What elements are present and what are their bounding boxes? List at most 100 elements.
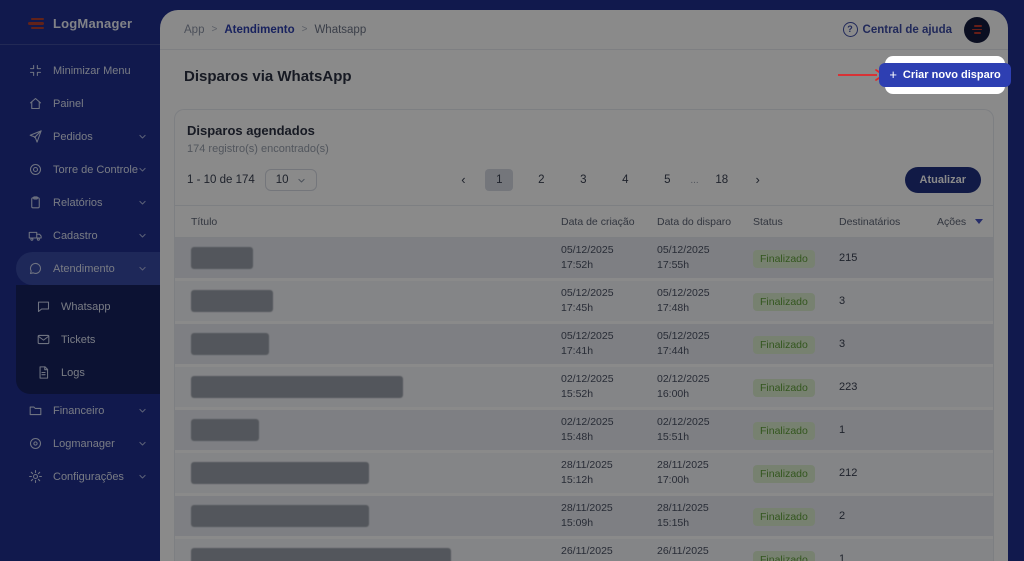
table-row[interactable]: 26/11/202520:16h26/11/202520:16hFinaliza… — [175, 539, 993, 561]
logo-text: LogManager — [53, 16, 133, 31]
dispatch-date: 02/12/2025 15:51h — [657, 416, 710, 443]
sidebar-item-tickets[interactable]: Tickets — [16, 323, 160, 356]
home-icon — [28, 96, 44, 112]
sidebar-item-painel[interactable]: Painel — [0, 87, 160, 120]
page-number-1[interactable]: 1 — [485, 169, 514, 191]
sidebar-item-torre-de-controle[interactable]: Torre de Controle — [0, 153, 160, 186]
logmanager-logo-icon — [28, 17, 44, 30]
dispatch-date: 28/11/2025 15:15h — [657, 502, 709, 529]
page-number-18[interactable]: 18 — [715, 174, 729, 186]
sidebar-item-logs[interactable]: Logs — [16, 356, 160, 389]
sidebar-item-label: Logmanager — [53, 437, 115, 450]
sidebar-item-configuracoes[interactable]: Configurações — [0, 460, 160, 493]
chevron-down-icon — [138, 439, 147, 448]
breadcrumb-separator: > — [211, 24, 218, 35]
status-badge: Finalizado — [753, 421, 815, 440]
page-title: Disparos via WhatsApp — [184, 67, 352, 85]
page-header: Disparos via WhatsApp — [160, 50, 1008, 102]
sidebar-item-financeiro[interactable]: Financeiro — [0, 394, 160, 427]
sidebar-item-relatorios[interactable]: Relatórios — [0, 186, 160, 219]
redacted-title — [191, 376, 403, 398]
table-header: Título Data de criação Data do disparo S… — [175, 205, 993, 238]
create-dispatch-button[interactable]: + Criar novo disparo — [879, 63, 1011, 87]
column-data-disparo: Data do disparo — [657, 215, 732, 228]
dispatch-date: 05/12/2025 17:44h — [657, 330, 710, 357]
recipients-count: 3 — [839, 295, 846, 307]
disc-icon — [28, 436, 44, 452]
dispatch-table: Título Data de criação Data do disparo S… — [175, 205, 993, 561]
creation-date: 02/12/2025 15:52h — [561, 373, 614, 400]
redacted-title — [191, 247, 253, 269]
redacted-title — [191, 333, 269, 355]
filter-icon[interactable] — [975, 219, 983, 224]
help-center-label: Central de ajuda — [862, 23, 952, 36]
breadcrumb-current: Whatsapp — [314, 23, 367, 36]
question-circle-icon: ? — [842, 22, 858, 37]
status-badge: Finalizado — [753, 249, 815, 268]
user-avatar[interactable] — [964, 16, 990, 43]
status-badge: Finalizado — [753, 464, 815, 483]
page-number-2[interactable]: 2 — [538, 174, 545, 186]
breadcrumb-atendimento[interactable]: Atendimento — [224, 23, 295, 36]
refresh-button[interactable]: Atualizar — [904, 167, 981, 193]
creation-date: 28/11/2025 15:12h — [561, 459, 613, 486]
page-ellipsis: ... — [690, 174, 699, 186]
panel-head: Disparos agendados 174 registro(s) encon… — [175, 110, 993, 155]
create-dispatch-label: Criar novo disparo — [902, 69, 1001, 81]
page-number-3[interactable]: 3 — [580, 174, 587, 186]
recipients-count: 2 — [839, 510, 846, 522]
sidebar-item-cadastro[interactable]: Cadastro — [0, 219, 160, 252]
table-row[interactable]: 02/12/2025 15:48h 02/12/2025 15:51h Finaliza… — [175, 410, 993, 450]
records-found-label: 174 registro(s) encontrado(s) — [187, 143, 329, 155]
sidebar-item-label: Torre de Controle — [53, 163, 138, 176]
sidebar-item-label: Relatórios — [53, 196, 103, 209]
chat-square-icon — [36, 299, 52, 315]
recipients-count: 212 — [839, 467, 858, 479]
status-badge: Finalizado — [753, 335, 815, 354]
page-number-4[interactable]: 4 — [622, 174, 629, 186]
page-number-5[interactable]: 5 — [664, 174, 671, 186]
sidebar-item-label: Atendimento — [53, 262, 115, 275]
pager: ‹ 1 2 3 4 5... 18 › — [317, 169, 905, 191]
breadcrumb-app[interactable]: App — [184, 23, 205, 36]
table-body: 05/12/2025 17:52h 05/12/2025 17:55h Finaliza… — [175, 238, 993, 561]
chevron-down-icon — [138, 132, 147, 141]
table-row[interactable]: 05/12/2025 17:52h 05/12/2025 17:55h Finaliza… — [175, 238, 993, 278]
table-row[interactable]: 28/11/2025 15:09h 28/11/2025 15:15h Finaliza… — [175, 496, 993, 536]
status-badge: Finalizado — [753, 378, 815, 397]
page-size-select[interactable]: 10 — [264, 169, 317, 191]
collapse-icon — [28, 63, 44, 79]
breadcrumb: App > Atendimento > Whatsapp — [184, 24, 366, 36]
table-row[interactable]: 05/12/2025 17:41h 05/12/2025 17:44h Finaliza… — [175, 324, 993, 364]
dispatch-date: 02/12/2025 16:00h — [657, 373, 710, 400]
chevron-down-icon — [138, 472, 147, 481]
sidebar-item-label: Pedidos — [53, 130, 93, 143]
redacted-title — [191, 548, 451, 561]
spotlight-highlight: + Criar novo disparo — [879, 56, 1011, 94]
sidebar-item-whatsapp[interactable]: Whatsapp — [16, 290, 160, 323]
page-size-value: 10 — [275, 174, 289, 186]
creation-date: 28/11/2025 15:09h — [561, 502, 613, 529]
dispatch-date: 05/12/2025 17:48h — [657, 287, 710, 314]
sidebar-item-minimizar-menu[interactable]: Minimizar Menu — [0, 54, 160, 87]
table-row[interactable]: 28/11/2025 15:12h 28/11/2025 17:00h Finaliza… — [175, 453, 993, 493]
sidebar-footer-nav: Financeiro Logmanager Configurações — [0, 394, 160, 493]
topbar-right: ? Central de ajuda — [842, 16, 990, 43]
sidebar-item-label: Configurações — [53, 470, 124, 483]
send-icon — [28, 129, 44, 145]
sidebar-item-pedidos[interactable]: Pedidos — [0, 120, 160, 153]
sidebar-item-label: Financeiro — [53, 404, 105, 417]
sidebar-item-logmanager[interactable]: Logmanager — [0, 427, 160, 460]
sidebar-item-label: Painel — [53, 97, 84, 110]
prev-page-button[interactable]: ‹ — [461, 172, 466, 187]
status-badge: Finalizado — [753, 507, 815, 526]
logo[interactable]: LogManager — [0, 0, 160, 44]
plus-icon: + — [889, 67, 897, 82]
help-center-link[interactable]: ? Central de ajuda — [842, 22, 952, 37]
table-row[interactable]: 05/12/2025 17:45h 05/12/2025 17:48h Finaliza… — [175, 281, 993, 321]
chevron-down-icon — [138, 165, 147, 174]
table-row[interactable]: 02/12/2025 15:52h 02/12/2025 16:00h Finaliza… — [175, 367, 993, 407]
next-page-button[interactable]: › — [755, 172, 760, 187]
chevron-down-icon — [297, 176, 306, 185]
sidebar-item-atendimento[interactable]: Atendimento — [16, 252, 160, 285]
